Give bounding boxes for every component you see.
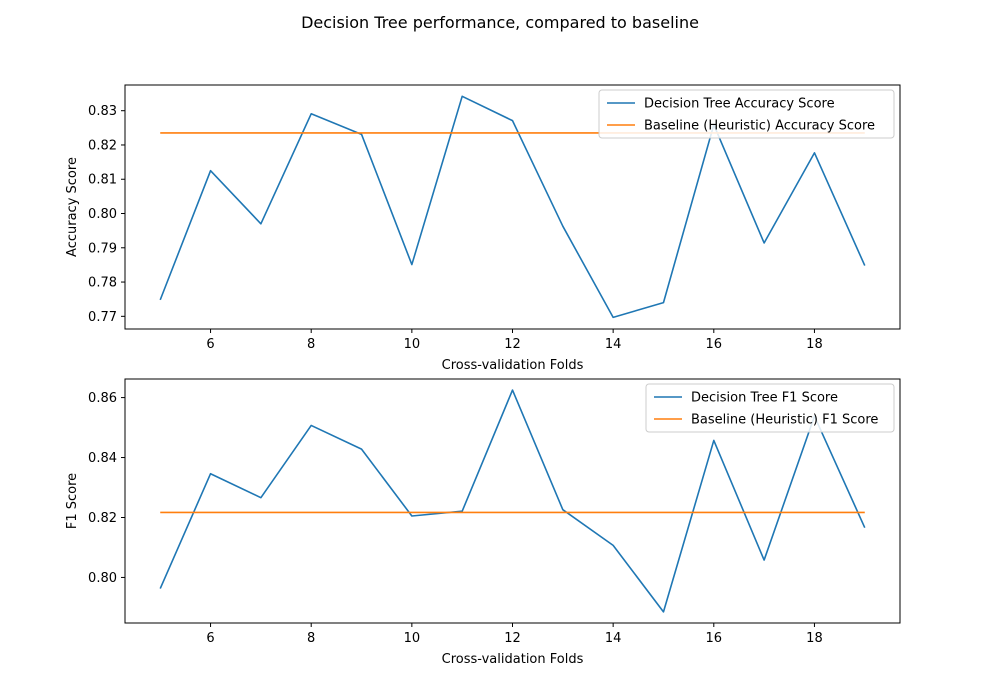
subplot-accuracy: 6 8 10 12 14 16 18 0.77 0.78 0.79 0.80 0.81 0.82 0.83… bbox=[65, 84, 901, 373]
series-line-0 bbox=[159, 95, 866, 319]
x-tick-label: 10 bbox=[404, 337, 421, 352]
y-tick-label: 0.81 bbox=[88, 173, 117, 188]
x-tick-label: 6 bbox=[206, 337, 214, 352]
legend-box bbox=[645, 383, 895, 433]
y-tick-label: 0.78 bbox=[88, 276, 117, 291]
y-tick-label: 0.79 bbox=[88, 241, 117, 256]
y-tick-label: 0.80 bbox=[88, 207, 117, 222]
y-tick-label: 0.82 bbox=[88, 138, 117, 153]
x-axis-label: Cross-validation Folds bbox=[442, 358, 584, 373]
y-axis-label: F1 Score bbox=[65, 473, 80, 529]
y-axis-label: Accuracy Score bbox=[65, 157, 80, 257]
x-axis-label: Cross-validation Folds bbox=[442, 652, 584, 667]
x-tick-label: 8 bbox=[307, 337, 315, 352]
subplots-container: 6 8 10 12 14 16 18 0.77 0.78 0.79 0.80 0.81 0.82 0.83… bbox=[65, 84, 901, 667]
legend-label-0: Decision Tree Accuracy Score bbox=[644, 97, 835, 112]
x-tick-label: 10 bbox=[404, 631, 421, 646]
x-tick-label: 6 bbox=[206, 631, 214, 646]
series-line-0 bbox=[159, 389, 866, 613]
legend-label-1: Baseline (Heuristic) Accuracy Score bbox=[644, 119, 875, 134]
legend-box bbox=[598, 89, 895, 139]
x-tick-label: 16 bbox=[706, 337, 723, 352]
y-tick-label: 0.83 bbox=[88, 104, 117, 119]
y-tick-label: 0.82 bbox=[88, 511, 117, 526]
legend: Decision Tree Accuracy Score Baseline (He… bbox=[598, 89, 895, 139]
x-tick-label: 18 bbox=[806, 631, 823, 646]
figure-title: Decision Tree performance, compared to b… bbox=[301, 13, 699, 32]
y-tick-label: 0.86 bbox=[88, 391, 117, 406]
x-tick-label: 18 bbox=[806, 337, 823, 352]
legend-label-0: Decision Tree F1 Score bbox=[691, 391, 838, 406]
legend: Decision Tree F1 Score Baseline (Heuristi… bbox=[645, 383, 895, 433]
y-tick-label: 0.80 bbox=[88, 571, 117, 586]
x-tick-label: 14 bbox=[605, 337, 622, 352]
y-tick-label: 0.77 bbox=[88, 310, 117, 325]
legend-label-1: Baseline (Heuristic) F1 Score bbox=[691, 413, 878, 428]
y-tick-label: 0.84 bbox=[88, 451, 117, 466]
x-tick-label: 8 bbox=[307, 631, 315, 646]
x-tick-label: 16 bbox=[706, 631, 723, 646]
subplot-f1: 6 8 10 12 14 16 18 0.80 0.82 0.84 0.86 Cross-valida… bbox=[65, 378, 901, 667]
x-tick-label: 12 bbox=[504, 631, 521, 646]
x-tick-label: 14 bbox=[605, 631, 622, 646]
x-tick-label: 12 bbox=[504, 337, 521, 352]
